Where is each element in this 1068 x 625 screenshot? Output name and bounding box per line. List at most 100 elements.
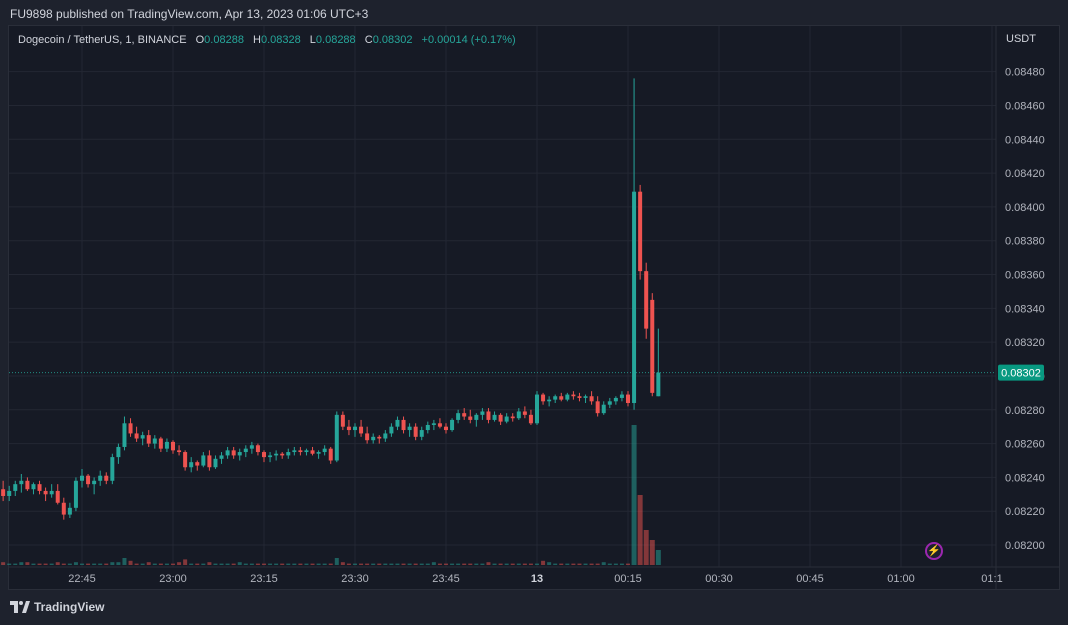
candle-body — [92, 480, 97, 485]
y-tick-label: 0.08360 — [1005, 270, 1045, 282]
candle-body — [656, 372, 661, 397]
candle-body — [237, 452, 242, 456]
high-value: 0.08328 — [260, 34, 301, 46]
candle-body — [365, 433, 370, 441]
volume-bar — [67, 563, 72, 565]
candle-body — [638, 191, 643, 272]
candle-body — [207, 455, 212, 468]
candle-body — [219, 455, 224, 459]
candle-body — [25, 480, 30, 490]
volume-bar — [607, 563, 612, 565]
symbol-legend: Dogecoin / TetherUS, 1, BINANCE O0.08288… — [18, 34, 516, 46]
candle-body — [577, 396, 582, 398]
chart-frame[interactable] — [8, 25, 1060, 590]
candle-body — [177, 450, 182, 453]
high-label: H — [253, 34, 261, 46]
candle-body — [486, 411, 491, 420]
lightning-icon[interactable]: ⚡ — [925, 542, 943, 560]
candle-body — [292, 450, 297, 453]
x-tick-label: 01:1 — [981, 573, 1002, 585]
tradingview-logo-icon — [10, 601, 30, 613]
volume-bar — [86, 563, 91, 565]
volume-bar — [92, 563, 97, 565]
candle-body — [444, 426, 448, 431]
candle-body — [110, 457, 115, 481]
volume-bar — [146, 562, 151, 565]
candle-body — [535, 394, 539, 424]
volume-bar — [541, 560, 546, 565]
candle-body — [268, 455, 273, 458]
volume-bar — [316, 563, 321, 565]
tradingview-logo-text: TradingView — [34, 600, 105, 614]
volume-bar — [522, 563, 527, 565]
volume-bar — [255, 563, 260, 565]
volume-bar — [365, 563, 370, 565]
volume-bar — [419, 563, 424, 565]
candle-body — [164, 441, 169, 449]
volume-bar — [516, 563, 521, 565]
candle-body — [419, 430, 424, 437]
volume-bar — [231, 563, 236, 565]
candle-body — [255, 445, 260, 453]
candle-body — [468, 416, 473, 420]
volume-bar — [183, 559, 188, 565]
y-tick-label: 0.08400 — [1005, 202, 1045, 214]
candle-body — [73, 480, 78, 508]
candle-body — [644, 271, 649, 329]
tradingview-logo[interactable]: TradingView — [10, 600, 104, 614]
low-label: L — [309, 34, 316, 46]
x-tick-label: 00:30 — [705, 573, 733, 585]
candle-body — [298, 450, 303, 453]
y-tick-label: 0.08240 — [1005, 472, 1045, 484]
candle-body — [98, 475, 103, 481]
volume-bar — [298, 563, 303, 565]
candle-body — [122, 423, 127, 447]
x-tick-label: 01:00 — [887, 573, 915, 585]
close-label: C — [364, 34, 373, 46]
candle-body — [104, 475, 109, 481]
volume-bar — [462, 563, 467, 565]
volume-bar — [577, 563, 582, 565]
volume-bar — [395, 563, 400, 565]
volume-bar — [340, 562, 345, 565]
x-tick-label: 23:15 — [250, 573, 278, 585]
volume-bar — [1, 562, 6, 565]
volume-bar — [626, 563, 630, 565]
candle-body — [171, 441, 175, 451]
candle-body — [31, 484, 36, 490]
candle-body — [128, 423, 133, 434]
candle-body — [67, 507, 72, 515]
candle-body — [19, 480, 24, 485]
candle-body — [450, 419, 455, 431]
y-tick-label: 0.08440 — [1005, 134, 1045, 146]
candle-body — [152, 438, 157, 444]
volume-bar — [528, 563, 533, 565]
volume-bar — [268, 563, 273, 565]
candle-body — [262, 452, 266, 458]
candle-body — [607, 401, 612, 405]
volume-bar — [274, 563, 279, 565]
candle-body — [395, 419, 400, 427]
candle-body — [650, 299, 655, 393]
candle-body — [407, 426, 412, 431]
candle-body — [431, 423, 436, 425]
volume-bar — [43, 563, 48, 565]
candle-body — [61, 502, 66, 515]
volume-bar — [322, 563, 327, 565]
candle-body — [231, 450, 236, 456]
change-value: +0.00014 (+0.17%) — [421, 34, 516, 46]
y-tick-label: 0.08280 — [1005, 405, 1045, 417]
candle-body — [304, 450, 309, 453]
candle-body — [158, 438, 163, 449]
y-tick-label: 0.08460 — [1005, 100, 1045, 112]
candle-body — [274, 453, 279, 456]
volume-bar — [286, 563, 291, 565]
price-unit-label: USDT — [1006, 33, 1036, 45]
volume-bar — [110, 562, 115, 565]
x-tick-label: 00:15 — [614, 573, 642, 585]
volume-bar — [243, 563, 248, 565]
symbol-title[interactable]: Dogecoin / TetherUS, 1, BINANCE — [18, 34, 187, 46]
candle-body — [286, 452, 291, 456]
y-tick-label: 0.08380 — [1005, 236, 1045, 248]
